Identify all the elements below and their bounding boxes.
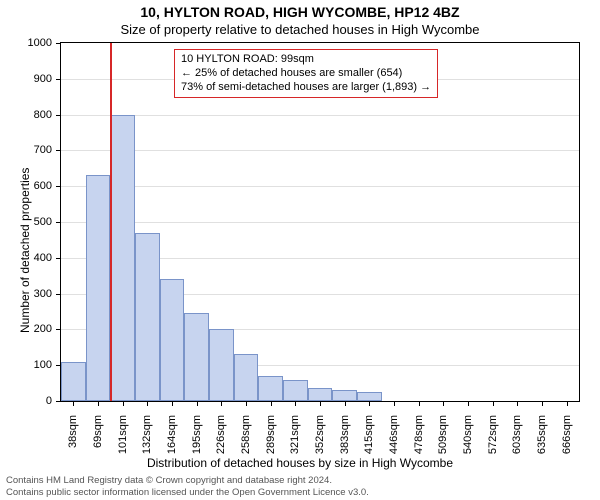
gridline [61, 186, 579, 187]
plot-area: 10 HYLTON ROAD: 99sqm ← 25% of detached … [60, 42, 580, 402]
y-tick-mark [56, 401, 61, 402]
y-tick-mark [56, 294, 61, 295]
x-tick-mark [369, 401, 370, 406]
x-tick-mark [295, 401, 296, 406]
x-tick-mark [147, 401, 148, 406]
histogram-bar [234, 354, 259, 401]
x-tick-mark [271, 401, 272, 406]
histogram-bar [209, 329, 234, 401]
histogram-bar [61, 362, 86, 401]
x-tick-mark [443, 401, 444, 406]
histogram-bar [184, 313, 209, 401]
y-tick-mark [56, 222, 61, 223]
y-tick-mark [56, 186, 61, 187]
x-tick-mark [517, 401, 518, 406]
x-tick-mark [567, 401, 568, 406]
y-tick-label: 600 [0, 180, 52, 192]
x-tick-mark [197, 401, 198, 406]
gridline [61, 222, 579, 223]
annotation-line-2: ← 25% of detached houses are smaller (65… [181, 67, 431, 81]
x-axis-label: Distribution of detached houses by size … [0, 456, 600, 470]
y-tick-label: 0 [0, 395, 52, 407]
x-tick-mark [98, 401, 99, 406]
footer-line-2: Contains public sector information licen… [6, 487, 369, 498]
marker-line [110, 43, 112, 401]
x-tick-mark [542, 401, 543, 406]
y-tick-label: 1000 [0, 37, 52, 49]
annotation-line-3: 73% of semi-detached houses are larger (… [181, 81, 431, 95]
y-tick-label: 700 [0, 144, 52, 156]
histogram-bar [332, 390, 357, 401]
x-tick-mark [419, 401, 420, 406]
y-tick-mark [56, 79, 61, 80]
x-tick-mark [221, 401, 222, 406]
chart-title: 10, HYLTON ROAD, HIGH WYCOMBE, HP12 4BZ [0, 4, 600, 20]
x-tick-mark [394, 401, 395, 406]
x-tick-mark [246, 401, 247, 406]
histogram-bar [110, 115, 135, 401]
x-tick-mark [172, 401, 173, 406]
footer-attribution: Contains HM Land Registry data © Crown c… [6, 475, 369, 498]
x-tick-mark [73, 401, 74, 406]
annotation-line-1: 10 HYLTON ROAD: 99sqm [181, 53, 431, 67]
y-tick-mark [56, 258, 61, 259]
y-tick-label: 800 [0, 109, 52, 121]
x-tick-mark [320, 401, 321, 406]
y-tick-label: 300 [0, 288, 52, 300]
x-tick-mark [468, 401, 469, 406]
histogram-bar [160, 279, 185, 401]
y-tick-label: 900 [0, 73, 52, 85]
y-tick-label: 400 [0, 252, 52, 264]
y-tick-mark [56, 115, 61, 116]
footer-line-1: Contains HM Land Registry data © Crown c… [6, 475, 369, 486]
histogram-bar [258, 376, 283, 401]
y-tick-mark [56, 150, 61, 151]
y-axis-label: Number of detached properties [18, 168, 32, 333]
gridline [61, 115, 579, 116]
histogram-bar [283, 380, 308, 401]
x-tick-mark [123, 401, 124, 406]
chart-container: 10, HYLTON ROAD, HIGH WYCOMBE, HP12 4BZ … [0, 0, 600, 500]
histogram-bar [86, 175, 111, 401]
x-tick-mark [345, 401, 346, 406]
gridline [61, 150, 579, 151]
chart-subtitle: Size of property relative to detached ho… [0, 22, 600, 37]
y-tick-mark [56, 43, 61, 44]
annotation-box: 10 HYLTON ROAD: 99sqm ← 25% of detached … [174, 49, 438, 98]
x-tick-mark [493, 401, 494, 406]
y-tick-label: 500 [0, 216, 52, 228]
y-tick-label: 100 [0, 359, 52, 371]
y-tick-label: 200 [0, 323, 52, 335]
histogram-bar [135, 233, 160, 401]
y-tick-mark [56, 329, 61, 330]
histogram-bar [308, 388, 333, 401]
histogram-bar [357, 392, 382, 401]
